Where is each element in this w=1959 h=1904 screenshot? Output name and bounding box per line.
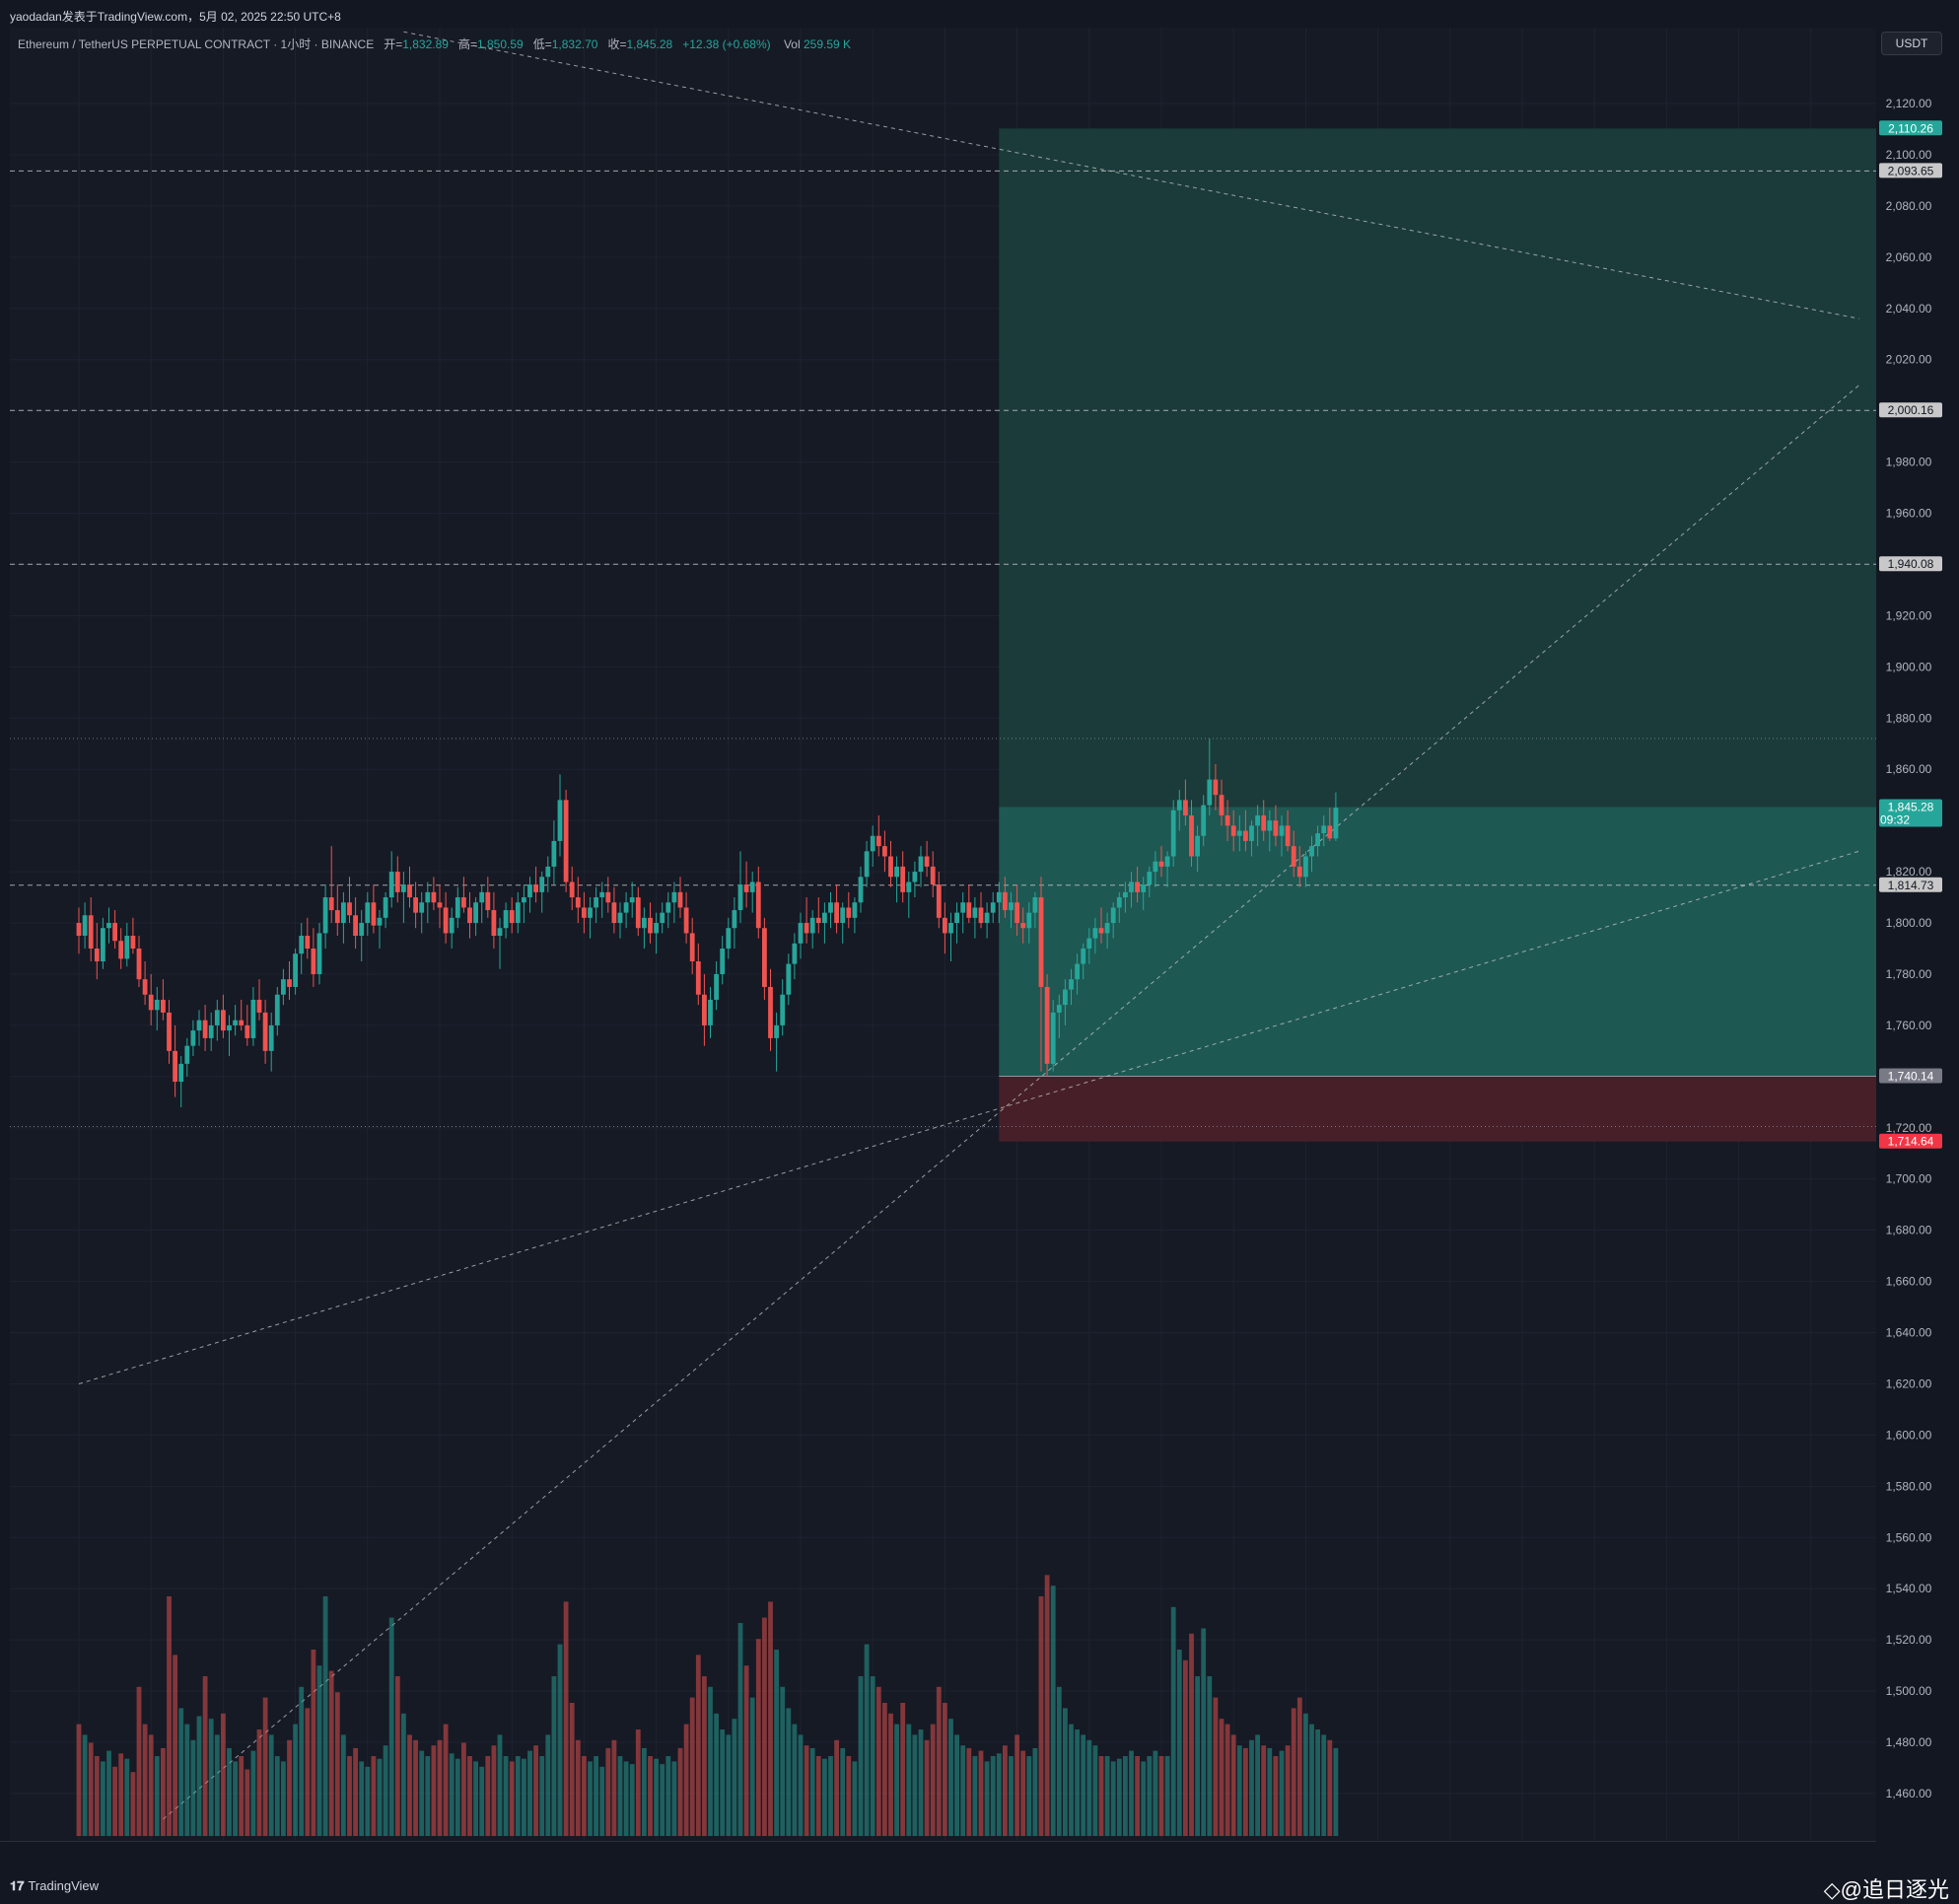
tradingview-logo-icon: 𝟏𝟕 (10, 1878, 25, 1893)
price-tick-label: 1,880.00 (1886, 711, 1932, 725)
currency-button[interactable]: USDT (1881, 32, 1942, 55)
open-value: 1,832.89 (402, 37, 449, 51)
price-tick-label: 1,740.00 (1886, 1070, 1932, 1084)
price-tick-label: 1,920.00 (1886, 608, 1932, 622)
price-tick-label: 1,780.00 (1886, 967, 1932, 981)
price-badge (1879, 556, 1942, 572)
low-value: 1,832.70 (551, 37, 598, 51)
price-tick-label: 1,720.00 (1886, 1121, 1932, 1135)
price-tick-label: 1,640.00 (1886, 1326, 1932, 1340)
price-badge-label: 1,814.73 (1888, 879, 1934, 892)
price-tick-label: 1,620.00 (1886, 1376, 1932, 1390)
price-tick-label: 1,760.00 (1886, 1019, 1932, 1032)
symbol-legend: Ethereum / TetherUS PERPETUAL CONTRACT ·… (18, 35, 851, 52)
price-badge (1879, 799, 1942, 827)
price-badge (1879, 1068, 1942, 1084)
price-tick-label: 2,020.00 (1886, 353, 1932, 367)
high-label: 高= (457, 37, 477, 51)
price-badge (1879, 877, 1942, 892)
price-tick-label: 1,680.00 (1886, 1224, 1932, 1237)
price-tick-label: 1,860.00 (1886, 762, 1932, 776)
close-value: 1,845.28 (626, 37, 673, 51)
chart-area[interactable] (10, 28, 1876, 1841)
price-tick-label: 1,500.00 (1886, 1684, 1932, 1698)
price-badge-countdown: 09:32 (1880, 812, 1910, 826)
attribution-text: yaodadan发表于TradingView.com，5月 02, 2025 2… (10, 10, 341, 24)
symbol-title[interactable]: Ethereum / TetherUS PERPETUAL CONTRACT ·… (18, 37, 375, 51)
price-tick-label: 2,100.00 (1886, 148, 1932, 162)
price-tick-label: 1,840.00 (1886, 813, 1932, 827)
high-value: 1,850.59 (476, 37, 524, 51)
top-bar: yaodadan发表于TradingView.com，5月 02, 2025 2… (0, 0, 1959, 28)
price-tick-label: 1,820.00 (1886, 865, 1932, 879)
price-tick-label: 1,480.00 (1886, 1735, 1932, 1749)
price-tick-label: 1,960.00 (1886, 507, 1932, 521)
price-tick-label: 1,800.00 (1886, 916, 1932, 930)
price-tick-label: 2,000.00 (1886, 404, 1932, 418)
time-axis[interactable] (0, 1841, 1876, 1869)
low-label: 低= (532, 37, 552, 51)
price-tick-label: 2,120.00 (1886, 97, 1932, 110)
tradingview-brand[interactable]: 𝟏𝟕 TradingView (10, 1878, 100, 1893)
price-tick-label: 2,060.00 (1886, 250, 1932, 264)
footer: 𝟏𝟕 TradingView ◇@追日逐光 (0, 1869, 1959, 1903)
price-badge-label: 2,000.16 (1888, 403, 1934, 417)
change-value: +12.38 (+0.68%) (682, 37, 771, 51)
price-tick-label: 1,900.00 (1886, 660, 1932, 673)
price-badge-label: 2,093.65 (1888, 164, 1934, 177)
price-tick-label: 1,520.00 (1886, 1633, 1932, 1647)
price-tick-label: 1,980.00 (1886, 456, 1932, 469)
price-tick-label: 2,040.00 (1886, 302, 1932, 316)
volume-value: 259.59 K (804, 37, 852, 51)
open-label: 开= (384, 37, 403, 51)
price-badge-label: 1,845.28 (1888, 800, 1934, 813)
price-tick-label: 1,540.00 (1886, 1582, 1932, 1595)
price-badge-label: 1,940.08 (1888, 557, 1934, 571)
price-tick-label: 1,600.00 (1886, 1428, 1932, 1442)
watermark: ◇@追日逐光 (1823, 1877, 1949, 1902)
volume-label: Vol (783, 37, 801, 51)
price-tick-label: 1,580.00 (1886, 1479, 1932, 1493)
price-tick-label: 2,080.00 (1886, 199, 1932, 213)
price-badge-label: 1,740.14 (1888, 1069, 1934, 1083)
price-badge (1879, 163, 1942, 178)
price-tick-label: 1,560.00 (1886, 1530, 1932, 1544)
close-label: 收= (607, 37, 627, 51)
price-badge-label: 1,714.64 (1888, 1135, 1934, 1149)
price-badge-label: 2,110.26 (1888, 121, 1933, 135)
price-tick-label: 1,700.00 (1886, 1172, 1932, 1186)
price-badge (1879, 1133, 1942, 1149)
price-tick-label: 1,660.00 (1886, 1275, 1932, 1289)
price-badge (1879, 120, 1942, 136)
price-tick-label: 1,460.00 (1886, 1787, 1932, 1800)
price-badge (1879, 402, 1942, 418)
price-tick-label: 1,940.00 (1886, 557, 1932, 571)
